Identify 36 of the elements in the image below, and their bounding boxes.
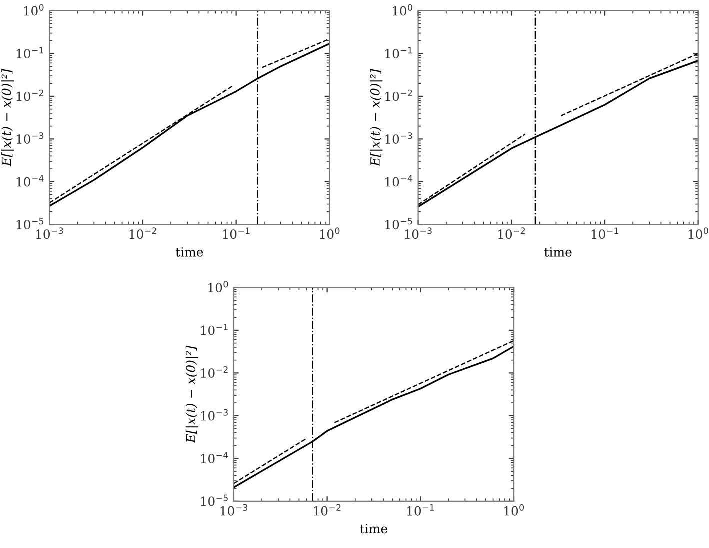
y-tick-label: 10$^{−3}$ — [386, 132, 412, 144]
x-tick-label: 10$^{−1}$ — [408, 504, 434, 516]
y-tick-label: 10$^{−4}$ — [201, 452, 228, 464]
x-tick-label: 10$^{−3}$ — [36, 228, 64, 240]
y-tick-label: 10$^{−3}$ — [16, 132, 44, 144]
x-tick-label: 10$^{−2}$ — [130, 228, 156, 240]
y-axis-title: E[|x(t) − x(0)|²] — [2, 69, 14, 167]
y-axis-title: E[|x(t) − x(0)|²] — [186, 346, 198, 444]
x-tick-label: 10$^{−1}$ — [592, 228, 618, 240]
x-tick-label: 10$^{−3}$ — [220, 504, 248, 516]
x-tick-label: 10$^{−2}$ — [498, 228, 526, 240]
y-tick-label: 10$^{−1}$ — [201, 324, 228, 336]
x-tick-label: 10$^{0}$ — [504, 504, 524, 516]
y-tick-label: 10$^{−2}$ — [386, 90, 412, 102]
y-tick-label: 10$^{−5}$ — [201, 494, 228, 506]
y-tick-label: 10$^{−2}$ — [16, 90, 44, 102]
y-tick-label: 10$^{−4}$ — [16, 175, 44, 187]
y-tick-label: 10$^{−5}$ — [386, 218, 412, 230]
x-tick-label: 10$^{−1}$ — [223, 228, 250, 240]
x-axis-title: time — [544, 247, 572, 257]
x-axis-title: time — [360, 524, 388, 534]
x-tick-label: 10$^{0}$ — [688, 228, 708, 240]
y-tick-label: 10$^{−4}$ — [386, 175, 413, 187]
x-axis-title: time — [176, 247, 204, 257]
y-tick-label: 10$^{−1}$ — [16, 47, 44, 59]
x-tick-label: 10$^{−3}$ — [405, 228, 432, 240]
x-tick-label: 10$^{0}$ — [320, 228, 340, 240]
y-tick-label: 10$^{−5}$ — [16, 218, 44, 230]
y-tick-label: 10$^{0}$ — [208, 281, 228, 293]
y-tick-label: 10$^{−1}$ — [386, 47, 412, 59]
x-tick-label: 10$^{−2}$ — [314, 504, 341, 516]
y-tick-label: 10$^{−2}$ — [201, 366, 228, 378]
y-axis-title: E[|x(t) − x(0)|²] — [370, 69, 383, 167]
y-tick-label: 10$^{0}$ — [392, 4, 412, 16]
y-tick-label: 10$^{−3}$ — [201, 409, 228, 421]
y-tick-label: 10$^{0}$ — [24, 4, 44, 16]
